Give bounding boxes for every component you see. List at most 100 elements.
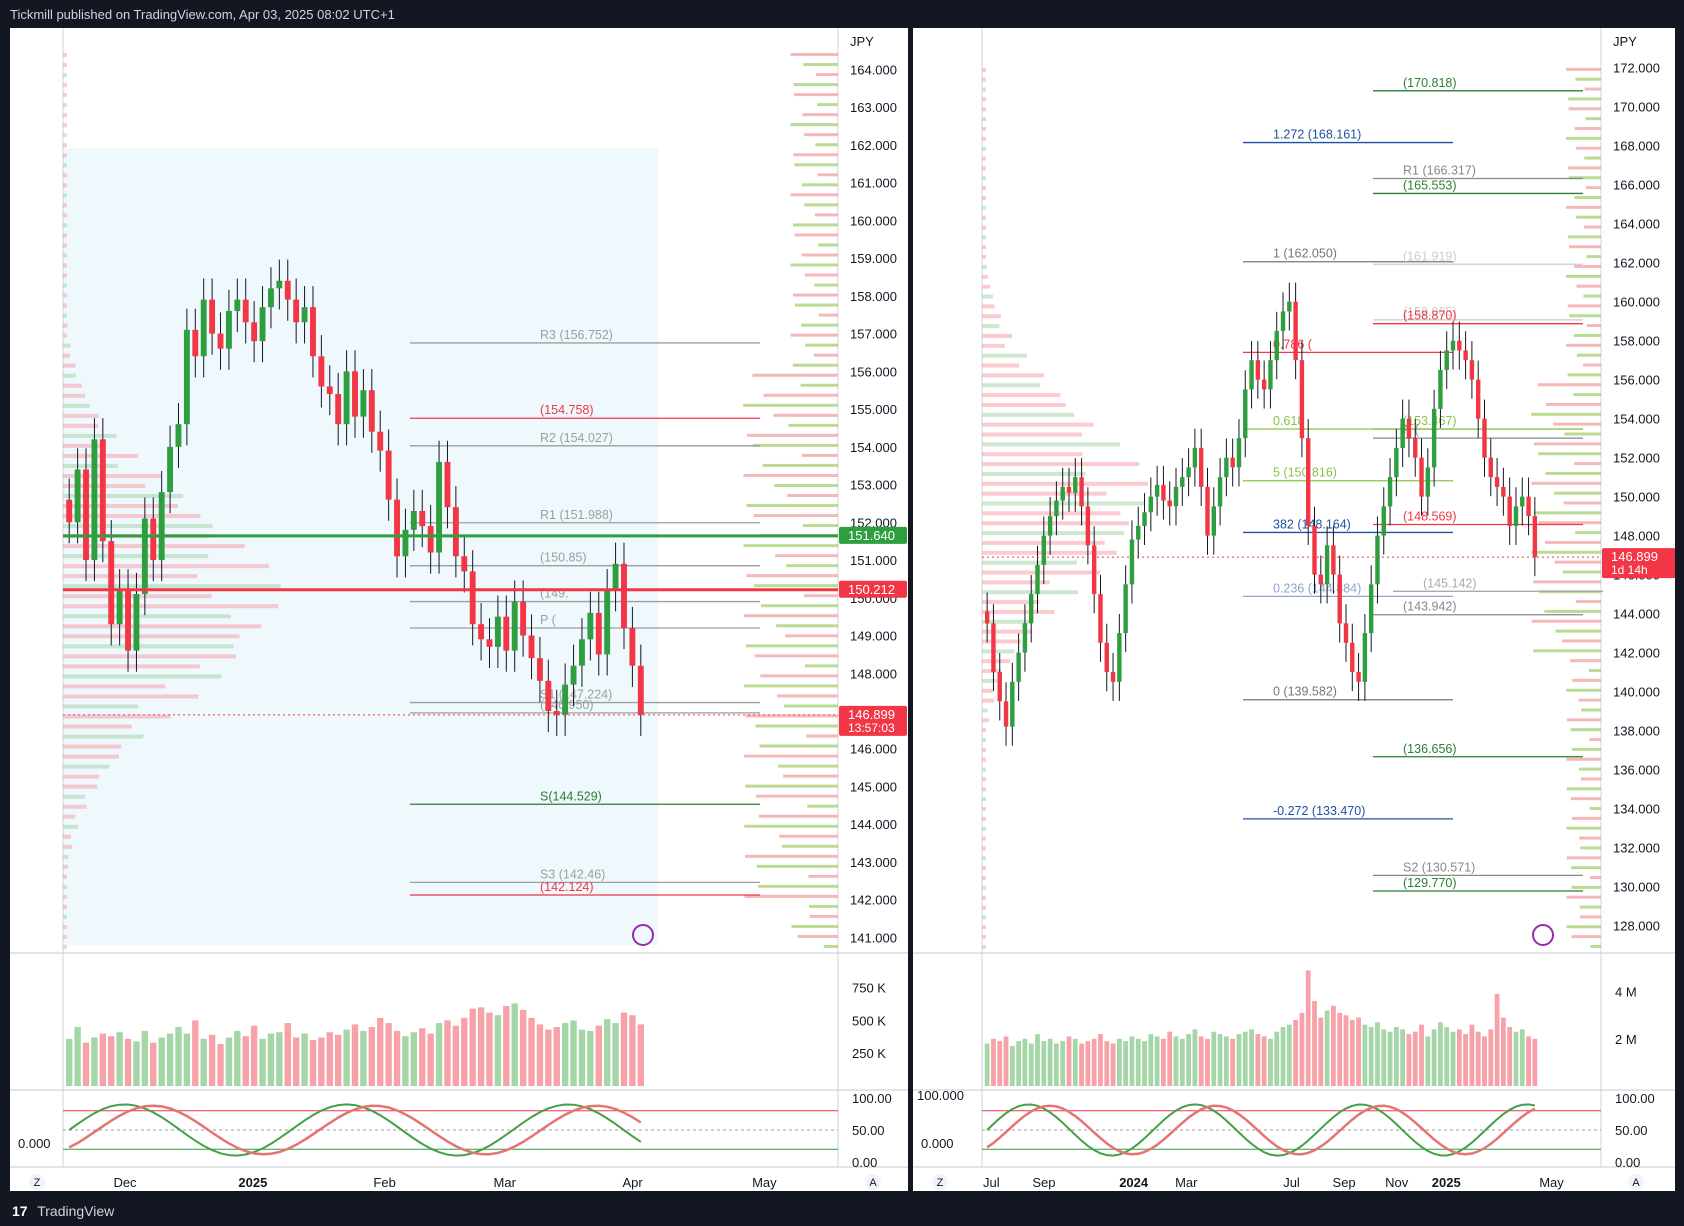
volume-bar xyxy=(1154,1036,1160,1086)
volume-bar xyxy=(116,1032,123,1086)
price-badge-label: 150.212 xyxy=(848,582,895,597)
candle xyxy=(175,424,182,447)
volume-bar xyxy=(1009,1045,1015,1086)
volume-bar xyxy=(536,1024,544,1086)
session-profile-bar xyxy=(808,874,838,878)
osc-tick-label: 100.00 xyxy=(1615,1091,1655,1106)
volume-profile-bar xyxy=(63,704,139,709)
candle xyxy=(183,329,190,425)
volume-tick-label: 500 K xyxy=(852,1013,886,1028)
footer-brand[interactable]: TradingView xyxy=(37,1203,115,1219)
candle xyxy=(1073,477,1078,493)
tradingview-logo-icon[interactable]: 17 xyxy=(12,1203,28,1219)
price-tick-label: 160.000 xyxy=(1613,295,1660,310)
session-profile-bar xyxy=(794,233,838,237)
volume-bar xyxy=(1198,1036,1204,1086)
volume-profile-bar xyxy=(982,274,988,279)
volume-profile-bar xyxy=(982,816,986,821)
candle xyxy=(1261,379,1267,390)
volume-profile-bar xyxy=(63,123,67,128)
session-profile-bar xyxy=(809,904,838,908)
candle xyxy=(991,623,996,673)
candle xyxy=(1318,574,1324,585)
session-profile-bar xyxy=(1566,274,1601,278)
volume-bar xyxy=(1054,1043,1059,1086)
volume-bar xyxy=(1444,1027,1450,1086)
candle xyxy=(352,371,358,417)
volume-profile-bar xyxy=(982,471,1086,476)
volume-bar xyxy=(1028,1043,1034,1086)
volume-profile-bar xyxy=(63,183,67,188)
volume-profile-bar xyxy=(982,501,1145,506)
session-profile-bar xyxy=(1555,629,1601,633)
volume-profile-bar xyxy=(63,103,67,108)
level-label: 1.272 (168.161) xyxy=(1273,128,1361,142)
session-profile-bar xyxy=(1564,432,1601,436)
session-profile-bar xyxy=(1567,373,1601,377)
volume-bar xyxy=(587,1030,594,1086)
level-label: (142.124) xyxy=(540,880,594,894)
right-chart-panel[interactable]: 172.000 170.000 168.000 166.000 164.000 162.0… xyxy=(913,28,1676,1191)
session-profile-bar xyxy=(1533,649,1601,653)
session-profile-bar xyxy=(754,654,838,658)
candle xyxy=(1148,496,1154,513)
volume-profile-bar xyxy=(63,804,87,809)
volume-profile-bar xyxy=(63,624,262,629)
session-profile-bar xyxy=(790,53,838,57)
volume-profile-bar xyxy=(982,422,1094,427)
candle xyxy=(1110,672,1116,682)
volume-profile-bar xyxy=(63,874,67,879)
session-profile-bar xyxy=(754,584,838,588)
volume-bar xyxy=(1255,1034,1261,1086)
volume-bar xyxy=(1475,1031,1481,1086)
osc-tick-label: 50.00 xyxy=(1615,1123,1648,1138)
candle xyxy=(1054,500,1059,517)
osc-tick-label: 100.00 xyxy=(852,1091,892,1106)
volume-profile-bar xyxy=(982,511,1121,516)
volume-profile-bar xyxy=(982,659,1011,664)
volume-bar xyxy=(1356,1017,1361,1086)
price-tick-label: 138.000 xyxy=(1613,724,1660,739)
level-label: (148.569) xyxy=(1403,510,1457,524)
candle xyxy=(1488,457,1493,478)
volume-bar xyxy=(1293,1019,1299,1086)
candle xyxy=(494,616,501,647)
candle xyxy=(1507,496,1512,526)
price-tick-label: 162.000 xyxy=(1613,256,1660,271)
volume-bar xyxy=(242,1036,249,1086)
candle xyxy=(503,616,510,651)
candle xyxy=(528,635,535,659)
time-axis-label: Feb xyxy=(373,1175,395,1190)
session-profile-bar xyxy=(1585,186,1601,190)
candle xyxy=(108,541,115,625)
volume-bar xyxy=(570,1020,577,1086)
volume-bar xyxy=(1066,1036,1072,1086)
candle xyxy=(545,680,552,712)
session-profile-bar xyxy=(773,413,838,417)
candle xyxy=(553,711,560,715)
price-badge xyxy=(839,580,907,598)
volume-profile-bar xyxy=(982,925,986,930)
left-chart-panel[interactable]: 164.000 163.000 162.000 161.000 160.000 159.0… xyxy=(10,28,908,1191)
price-tick-label: 166.000 xyxy=(1613,178,1660,193)
session-profile-bar xyxy=(776,624,838,628)
session-profile-bar xyxy=(814,213,838,217)
osc-d-line xyxy=(68,1104,642,1156)
candle xyxy=(1104,642,1109,673)
right-chart-svg[interactable]: 172.000 170.000 168.000 166.000 164.000 162.0… xyxy=(913,28,1676,1191)
volume-bar xyxy=(1135,1038,1141,1086)
volume-bar xyxy=(1104,1041,1110,1086)
volume-profile-bar xyxy=(982,935,986,940)
candle xyxy=(1198,447,1204,487)
volume-profile-bar xyxy=(63,604,279,609)
osc-d-line xyxy=(986,1104,1536,1156)
volume-bar xyxy=(1299,1012,1305,1086)
candle xyxy=(284,280,291,300)
volume-bar xyxy=(1217,1034,1223,1086)
price-tick-label: 136.000 xyxy=(1613,763,1660,778)
left-chart-svg[interactable]: 164.000 163.000 162.000 161.000 160.000 159.0… xyxy=(10,28,908,1191)
volume-bar xyxy=(208,1034,216,1086)
candle xyxy=(1255,360,1261,380)
session-profile-bar xyxy=(794,163,838,167)
volume-profile-bar xyxy=(63,203,67,208)
